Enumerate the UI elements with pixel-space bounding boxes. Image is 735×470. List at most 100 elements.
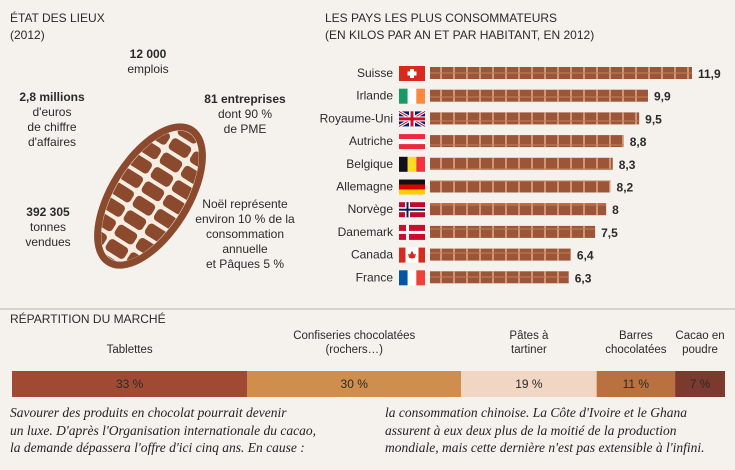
flag	[418, 247, 425, 263]
value-label: 9,5	[645, 112, 662, 126]
flag	[416, 156, 425, 172]
value-label: 33 %	[116, 377, 144, 391]
flag	[399, 179, 425, 185]
flag	[407, 270, 417, 286]
flag	[399, 230, 425, 234]
bar-texture	[430, 67, 692, 79]
caption-line: la consommation chinoise. La Côte d'Ivoi…	[385, 405, 687, 420]
category-label: Cacao en poudre	[675, 330, 725, 356]
segment	[247, 371, 462, 397]
stat-text: consommation	[206, 227, 284, 241]
stat-text: de PME	[224, 122, 267, 136]
flag	[399, 184, 425, 190]
value-label: 7 %	[690, 377, 711, 391]
panel-subtitle: (2012)	[10, 28, 45, 42]
flag	[399, 66, 425, 81]
stat-text: d'affaires	[28, 135, 76, 149]
flag	[399, 270, 408, 286]
bar-texture	[430, 271, 569, 284]
chart-subtitle: (EN KILOS PAR AN ET PAR HABITANT, EN 201…	[325, 28, 594, 42]
category-label: Confiseries chocolatées (rochers…)	[293, 330, 416, 356]
stat-text: 81 entreprises	[204, 92, 286, 106]
flag	[399, 156, 408, 172]
value-label: 11 %	[623, 377, 650, 391]
stat-text: de chiffre	[27, 120, 76, 134]
flag	[399, 189, 425, 195]
stat-text: emplois	[127, 62, 168, 76]
stat-text: tonnes	[30, 220, 66, 234]
stat-text: annuelle	[222, 242, 268, 256]
flag	[407, 88, 417, 104]
category-label: Canada	[351, 248, 393, 262]
stat-text: 2,8 millions	[19, 90, 85, 104]
flag	[399, 202, 425, 218]
category-label: Danemark	[338, 225, 394, 239]
value-label: 8	[612, 203, 619, 217]
flag	[399, 179, 425, 195]
stat-text: environ 10 % de la	[195, 212, 295, 226]
caption-line: un luxe. D'après l'Organisation internat…	[10, 422, 316, 438]
value-label: 11,9	[698, 67, 721, 81]
flag	[399, 88, 408, 104]
flag	[399, 247, 425, 263]
bar-texture	[430, 180, 611, 193]
flag	[399, 134, 425, 150]
stat-text: et Pâques 5 %	[206, 257, 284, 271]
flag	[399, 224, 425, 240]
value-label: 8,3	[619, 158, 636, 172]
category-label: Barres chocolatées	[605, 330, 667, 356]
flag	[399, 134, 425, 140]
flag	[398, 110, 426, 128]
caption-line: mondiale, mais cette dernière n'est pas …	[385, 440, 705, 455]
category-label: Irlande	[356, 89, 393, 103]
category-label: Norvège	[348, 202, 394, 216]
segment	[596, 371, 676, 397]
caption-line: la demande dépassera l'offre d'ici cinq …	[10, 440, 305, 455]
bar-texture	[430, 248, 571, 261]
category-label: France	[356, 270, 394, 284]
bar-texture	[430, 157, 613, 170]
value-label: 8,2	[617, 181, 634, 195]
flag	[407, 156, 417, 172]
category-label: Royaume-Uni	[320, 111, 393, 125]
value-label: 19 %	[515, 377, 543, 391]
flag	[399, 117, 425, 121]
flag	[416, 270, 425, 286]
value-label: 7,5	[601, 226, 618, 240]
flag	[407, 71, 417, 76]
stat-text: Noël représente	[202, 197, 288, 211]
flag	[399, 247, 406, 263]
category-label: Belgique	[346, 157, 393, 171]
stat-text: 12 000	[130, 47, 167, 61]
flag	[399, 88, 425, 104]
flag	[399, 270, 425, 286]
chart-title: LES PAYS LES PLUS CONSOMMATEURS	[325, 11, 557, 25]
value-label: 6,3	[575, 271, 592, 285]
flag	[399, 208, 425, 211]
stat-text: 392 305	[26, 205, 70, 219]
bar-texture	[430, 203, 607, 216]
category-label: Suisse	[357, 66, 393, 80]
category-label: Autriche	[349, 134, 393, 148]
flag	[399, 144, 425, 150]
flag	[399, 139, 425, 145]
panel-title: ÉTAT DES LIEUX	[10, 10, 105, 25]
flag	[399, 156, 425, 172]
bar-texture	[430, 112, 640, 125]
caption-line: assurent à eux deux plus de la moitié de…	[385, 422, 677, 438]
category-label: Pâtes à tartiner	[509, 330, 549, 356]
bar-texture	[430, 89, 648, 102]
segment	[12, 371, 248, 397]
value-label: 8,8	[630, 135, 647, 149]
value-label: 30 %	[341, 377, 369, 391]
caption-line: Savourer des produits en chocolat pourra…	[10, 405, 287, 420]
bar-texture	[430, 225, 596, 238]
bar-texture	[430, 135, 624, 148]
flag	[416, 88, 425, 104]
stat-text: vendues	[25, 235, 70, 249]
segment	[461, 371, 597, 397]
value-label: 9,9	[654, 90, 671, 104]
flag	[408, 250, 416, 259]
